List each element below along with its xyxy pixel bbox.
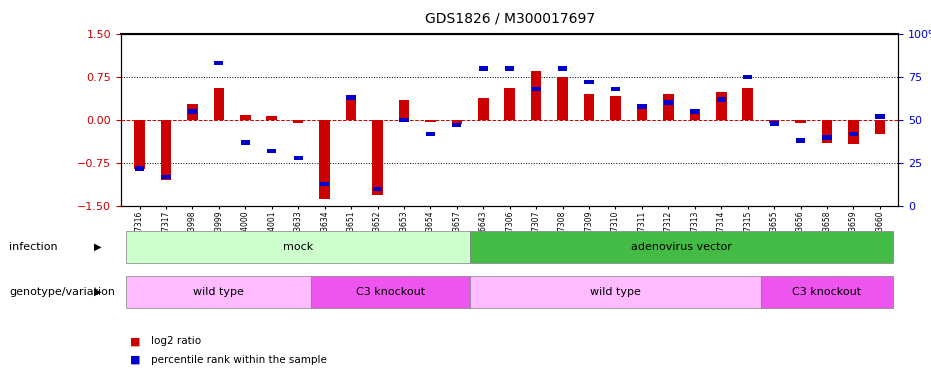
Bar bbox=[135, 166, 144, 171]
Bar bbox=[345, 96, 357, 120]
Bar bbox=[506, 66, 514, 70]
Text: genotype/variation: genotype/variation bbox=[9, 286, 115, 297]
Bar bbox=[213, 88, 224, 120]
Bar bbox=[161, 120, 171, 180]
Bar bbox=[425, 120, 436, 122]
Bar bbox=[267, 149, 277, 153]
Text: ■: ■ bbox=[130, 355, 141, 365]
Bar bbox=[795, 120, 806, 123]
Text: percentile rank within the sample: percentile rank within the sample bbox=[151, 355, 327, 365]
Bar bbox=[266, 116, 277, 120]
Bar bbox=[346, 95, 356, 100]
Text: mock: mock bbox=[283, 242, 314, 252]
Bar bbox=[187, 104, 197, 120]
Bar bbox=[584, 94, 594, 120]
Bar bbox=[822, 135, 831, 140]
Bar bbox=[742, 88, 753, 120]
Bar bbox=[425, 132, 435, 136]
Bar bbox=[716, 92, 726, 120]
Bar bbox=[558, 77, 568, 120]
Bar bbox=[373, 187, 382, 191]
Bar bbox=[214, 61, 223, 65]
Bar bbox=[320, 182, 330, 186]
Bar bbox=[875, 114, 884, 119]
Bar bbox=[558, 66, 567, 70]
Bar bbox=[874, 120, 885, 134]
Bar bbox=[717, 97, 726, 102]
Bar bbox=[531, 71, 542, 120]
Bar bbox=[399, 118, 409, 122]
Text: C3 knockout: C3 knockout bbox=[357, 286, 425, 297]
Bar bbox=[770, 121, 778, 126]
Bar bbox=[638, 104, 646, 108]
Text: ■: ■ bbox=[130, 336, 141, 346]
Bar bbox=[505, 88, 515, 120]
Text: ▶: ▶ bbox=[94, 286, 101, 297]
Bar bbox=[134, 120, 145, 169]
Bar bbox=[188, 109, 197, 114]
Text: ▶: ▶ bbox=[94, 242, 101, 252]
Bar bbox=[822, 120, 832, 143]
Bar bbox=[452, 123, 462, 128]
Bar bbox=[240, 116, 250, 120]
Bar bbox=[690, 108, 700, 120]
Bar bbox=[161, 175, 170, 179]
Text: wild type: wild type bbox=[590, 286, 641, 297]
Bar bbox=[293, 120, 304, 123]
Bar bbox=[848, 120, 858, 144]
Bar bbox=[585, 80, 594, 84]
Bar bbox=[796, 138, 805, 143]
Bar bbox=[319, 120, 330, 200]
Bar bbox=[610, 96, 621, 120]
Bar bbox=[398, 100, 410, 120]
Bar bbox=[664, 100, 673, 105]
Bar bbox=[479, 66, 488, 70]
Bar bbox=[241, 140, 250, 145]
Text: infection: infection bbox=[9, 242, 58, 252]
Text: C3 knockout: C3 knockout bbox=[792, 286, 861, 297]
Bar bbox=[611, 87, 620, 91]
Text: GDS1826 / M300017697: GDS1826 / M300017697 bbox=[425, 11, 595, 25]
Text: wild type: wild type bbox=[194, 286, 244, 297]
Bar bbox=[637, 106, 647, 120]
Bar bbox=[690, 109, 699, 114]
Bar bbox=[532, 87, 541, 91]
Bar bbox=[769, 120, 779, 123]
Bar bbox=[293, 156, 303, 160]
Bar bbox=[743, 75, 752, 79]
Bar bbox=[478, 98, 489, 120]
Bar bbox=[663, 94, 674, 120]
Bar bbox=[452, 120, 462, 124]
Text: log2 ratio: log2 ratio bbox=[151, 336, 201, 346]
Bar bbox=[849, 132, 858, 136]
Text: adenovirus vector: adenovirus vector bbox=[631, 242, 732, 252]
Bar bbox=[372, 120, 383, 195]
